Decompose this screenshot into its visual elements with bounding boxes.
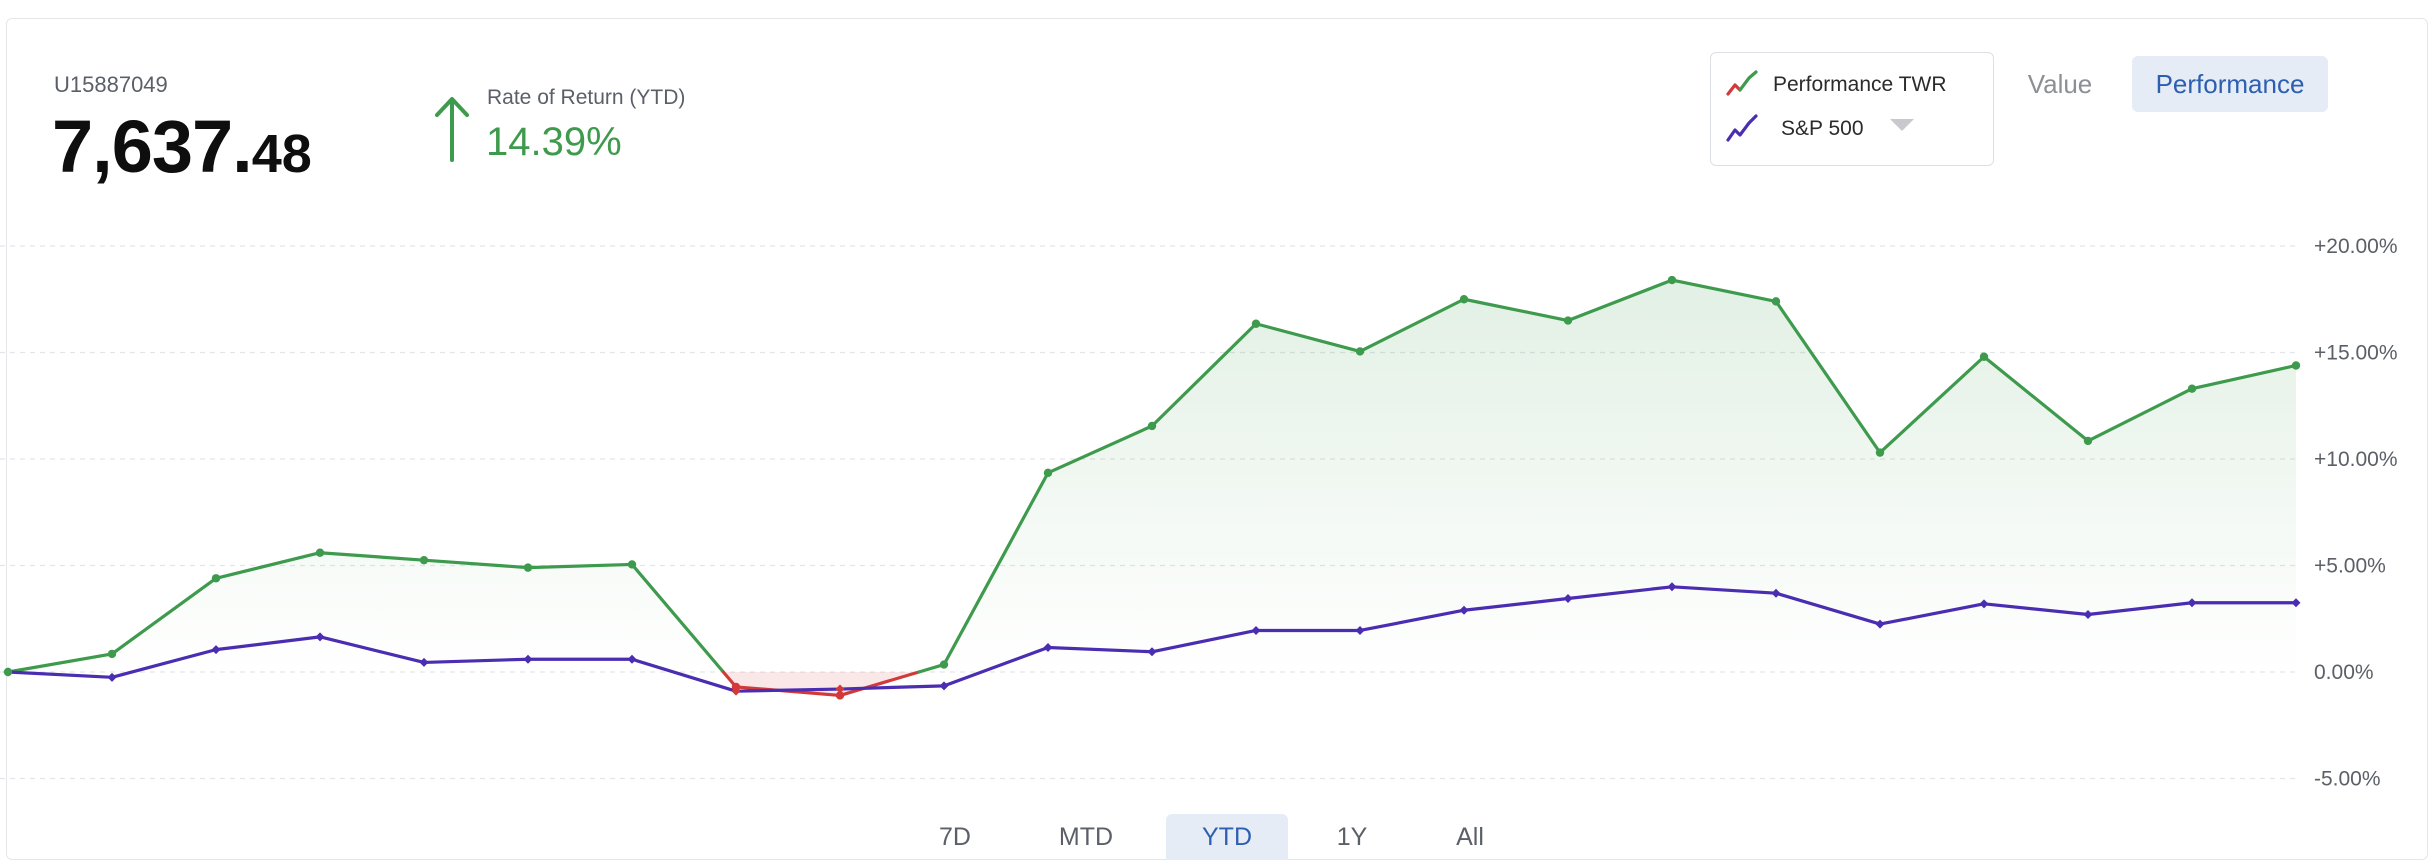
tab-7d[interactable]: 7D bbox=[939, 822, 971, 851]
performance-twr-line-segment bbox=[1774, 299, 1882, 455]
performance-twr-line-segment bbox=[917, 662, 946, 674]
sp500-point bbox=[627, 654, 637, 664]
performance-twr-point bbox=[107, 649, 117, 659]
sp500-point bbox=[2187, 598, 2197, 608]
performance-twr-line-segment bbox=[214, 551, 322, 580]
performance-twr-point bbox=[627, 560, 637, 569]
y-tick-label: +20.00% bbox=[2314, 235, 2398, 258]
sp500-point bbox=[211, 645, 221, 655]
legend-label: Performance TWR bbox=[1773, 73, 1947, 96]
performance-twr-point bbox=[419, 555, 429, 565]
performance-twr-line-segment bbox=[2190, 363, 2298, 391]
performance-twr-point bbox=[1563, 316, 1573, 325]
rate-of-return-label: Rate of Return (YTD) bbox=[487, 86, 686, 109]
performance-twr-point bbox=[835, 691, 845, 700]
account-balance: 7,637.48 bbox=[52, 104, 312, 189]
performance-twr-point bbox=[2083, 436, 2093, 446]
performance-twr-line-segment bbox=[1046, 424, 1154, 475]
performance-twr-point bbox=[1251, 319, 1261, 328]
positive-area-fill bbox=[8, 280, 2296, 672]
performance-twr-point bbox=[1875, 448, 1885, 457]
performance-twr-point bbox=[1459, 295, 1469, 304]
legend-item-sp500[interactable]: S&P 500 bbox=[1725, 109, 1914, 149]
rate-of-return-value: 14.39% bbox=[486, 120, 622, 164]
sp500-point bbox=[523, 654, 533, 664]
sp500-point bbox=[2291, 598, 2301, 608]
chart-legend: Performance TWR S&P 500 bbox=[1710, 52, 1994, 166]
y-tick-label: +5.00% bbox=[2314, 555, 2386, 578]
performance-twr-line-segment bbox=[1566, 278, 1674, 323]
sp500-point bbox=[1979, 599, 1989, 609]
performance-twr-point bbox=[2187, 384, 2197, 393]
performance-twr-point bbox=[211, 574, 221, 583]
performance-twr-line-segment bbox=[318, 551, 426, 562]
trend-line-icon bbox=[1726, 114, 1758, 142]
performance-twr-line-segment bbox=[2086, 387, 2194, 443]
legend-label: S&P 500 bbox=[1781, 117, 1864, 140]
sp500-point bbox=[107, 672, 117, 682]
y-tick-label: 0.00% bbox=[2314, 661, 2374, 684]
sp500-point bbox=[939, 681, 949, 691]
sp500-point bbox=[419, 657, 429, 667]
y-tick-label: -5.00% bbox=[2314, 768, 2381, 791]
sp500-point bbox=[835, 684, 845, 694]
tab-ytd[interactable]: YTD bbox=[1166, 814, 1288, 860]
sp500-point bbox=[1459, 605, 1469, 615]
period-tabs: 7D MTD YTD 1Y All bbox=[0, 814, 2428, 860]
sp500-point bbox=[1147, 647, 1157, 657]
performance-twr-point bbox=[1979, 352, 1989, 361]
y-tick-label: +15.00% bbox=[2314, 342, 2398, 365]
chevron-down-icon[interactable] bbox=[1889, 119, 1914, 131]
sp500-point bbox=[315, 632, 325, 642]
performance-twr-line-segment bbox=[526, 562, 634, 570]
performance-twr-line-segment bbox=[1254, 322, 1362, 354]
tab-mtd[interactable]: MTD bbox=[1058, 822, 1114, 851]
tab-1y[interactable]: 1Y bbox=[1336, 822, 1368, 851]
sp500-point bbox=[1251, 625, 1261, 635]
performance-twr-point bbox=[1147, 421, 1157, 431]
performance-twr-point bbox=[3, 667, 13, 677]
balance-integer: 7,637. bbox=[52, 105, 253, 188]
performance-twr-point bbox=[1355, 347, 1365, 356]
sp500-point bbox=[1875, 619, 1885, 629]
performance-twr-point bbox=[939, 660, 949, 669]
performance-twr-point bbox=[523, 563, 533, 572]
trend-line-icon bbox=[1726, 70, 1758, 96]
sp500-point bbox=[1771, 588, 1781, 598]
sp500-point bbox=[1355, 625, 1365, 635]
performance-twr-point bbox=[315, 548, 325, 557]
performance-twr-line-segment bbox=[942, 471, 1050, 667]
performance-toggle-button[interactable]: Performance bbox=[2132, 56, 2328, 112]
performance-twr-line-segment bbox=[6, 652, 114, 674]
performance-twr-line-segment bbox=[838, 670, 921, 698]
sp500-point bbox=[1043, 643, 1053, 653]
balance-decimal: 48 bbox=[251, 124, 312, 184]
performance-twr-point bbox=[1043, 468, 1053, 478]
performance-twr-line-segment bbox=[1462, 297, 1570, 323]
value-toggle-button[interactable]: Value bbox=[2027, 68, 2093, 99]
performance-twr-line-segment bbox=[422, 558, 530, 570]
performance-twr-point bbox=[1771, 297, 1781, 306]
sp500-point bbox=[1563, 594, 1573, 604]
arrow-up-icon bbox=[435, 97, 469, 162]
performance-twr-line-segment bbox=[630, 562, 725, 674]
performance-twr-line-segment bbox=[1878, 355, 1986, 455]
performance-twr-line-segment bbox=[1150, 322, 1258, 428]
tab-all[interactable]: All bbox=[1456, 822, 1484, 851]
performance-twr-line-segment bbox=[1358, 297, 1466, 354]
sp500-point bbox=[2083, 609, 2093, 619]
account-id: U15887049 bbox=[54, 72, 168, 97]
performance-chart: +20.00% +15.00% +10.00% +5.00% 0.00% -5.00% bbox=[0, 235, 2398, 791]
performance-twr-point bbox=[2291, 361, 2301, 370]
performance-twr-line-segment bbox=[110, 576, 218, 656]
performance-twr-line-segment bbox=[1670, 278, 1778, 303]
performance-twr-point bbox=[1667, 275, 1677, 285]
performance-twr-point bbox=[731, 682, 741, 692]
sp500-point bbox=[1667, 582, 1677, 592]
legend-item-performance-twr[interactable]: Performance TWR bbox=[1725, 65, 1947, 105]
performance-twr-line-segment bbox=[1982, 355, 2090, 443]
y-tick-label: +10.00% bbox=[2314, 448, 2398, 471]
